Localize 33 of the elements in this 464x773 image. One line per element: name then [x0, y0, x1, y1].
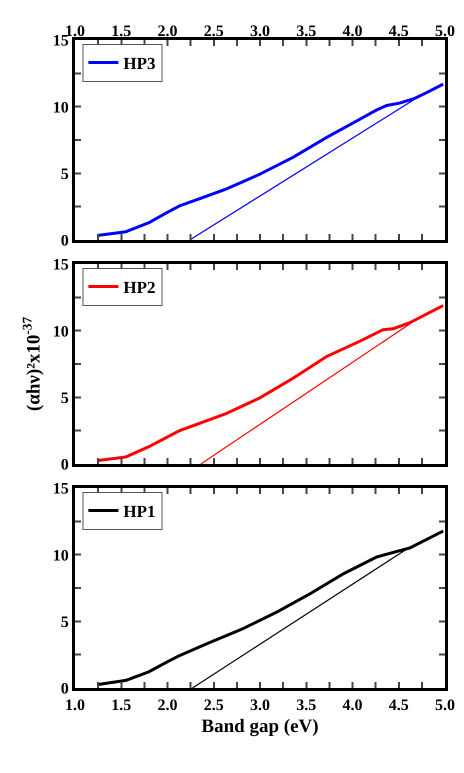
x2-tick-label: 3.0 — [250, 22, 270, 40]
x2-tick-label: 4.0 — [342, 22, 362, 40]
x-tick-label: 4.0 — [342, 697, 362, 714]
y-tick-label: 10 — [52, 547, 69, 564]
x2-tick-label: 1.5 — [111, 22, 132, 40]
x2-tick-label: 2.5 — [204, 22, 224, 40]
legend-label: HP2 — [123, 278, 156, 298]
x2-tick-label: 2.0 — [158, 22, 178, 40]
y-tick-label: 15 — [52, 480, 69, 498]
y-tick-label: 0 — [60, 232, 69, 250]
x-tick-label: 4.5 — [388, 697, 409, 714]
y-tick-label: 10 — [52, 323, 69, 340]
x2-tick-label: 5.0 — [435, 22, 455, 40]
legend-label: HP3 — [123, 54, 156, 74]
y-tick-label: 5 — [60, 166, 69, 183]
y-tick-label: 5 — [60, 390, 69, 407]
y-tick-label: 15 — [52, 32, 69, 50]
y-tick-label: 0 — [60, 680, 69, 698]
x-tick-label: 1.5 — [111, 697, 132, 714]
x-tick-label: 3.5 — [296, 697, 316, 714]
x-tick-label: 3.0 — [250, 697, 270, 714]
y-tick-label: 10 — [52, 99, 69, 116]
x2-tick-label: 4.5 — [388, 22, 409, 40]
y-tick-label: 5 — [60, 614, 69, 631]
y-tick-label: 15 — [52, 256, 69, 274]
legend-label: HP1 — [123, 502, 156, 522]
y-tick-label: 0 — [60, 456, 69, 474]
x-tick-label: 2.5 — [204, 697, 224, 714]
x-axis-title: Band gap (eV) — [201, 716, 319, 737]
x2-tick-label: 3.5 — [296, 22, 316, 40]
x-tick-label: 2.0 — [158, 697, 178, 714]
x-tick-label: 5.0 — [435, 697, 455, 714]
x-tick-label: 1.0 — [65, 697, 85, 714]
